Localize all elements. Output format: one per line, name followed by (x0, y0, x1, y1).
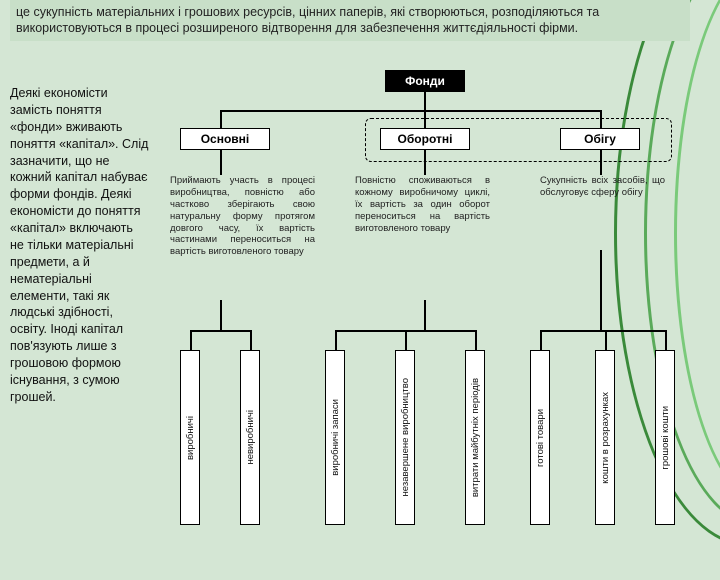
leaf-zapasy: виробничі запаси (325, 350, 345, 525)
definition-text: це сукупність матеріальних і грошових ре… (10, 0, 690, 41)
node-obigu: Обігу (560, 128, 640, 150)
node-root: Фонди (385, 70, 465, 92)
node-oborotni: Оборотні (380, 128, 470, 150)
leaf-tovary: готові товари (530, 350, 550, 525)
leaf-vyrobnychi: виробничі (180, 350, 200, 525)
leaf-nevyrobnychi: невиробничі (240, 350, 260, 525)
desc-obigu: Сукупність всіх засобів, що обслуговує с… (540, 175, 665, 199)
leaf-koshty-roz: кошти в розрахунках (595, 350, 615, 525)
node-osnovni: Основні (180, 128, 270, 150)
leaf-nezavershene: незавершене виробництво (395, 350, 415, 525)
side-paragraph: Деякі економісти замість поняття «фонди»… (10, 85, 150, 406)
desc-osnovni: Приймають участь в процесі виробництва, … (170, 175, 315, 258)
funds-diagram: Фонди Основні Оборотні Обігу Приймають у… (160, 70, 705, 535)
desc-oborotni: Повністю споживаються в кожному виробнич… (355, 175, 490, 234)
leaf-vytraty: витрати майбутніх періодів (465, 350, 485, 525)
leaf-groshovi: грошові кошти (655, 350, 675, 525)
